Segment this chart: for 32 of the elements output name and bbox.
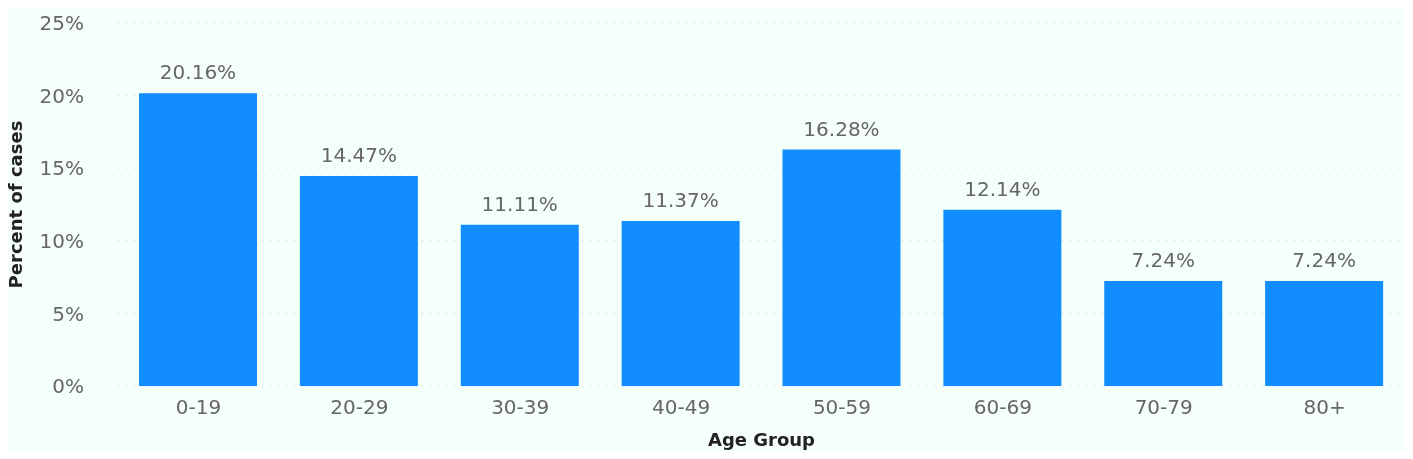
x-tick-label: 0-19 <box>175 395 222 420</box>
data-label: 20.16% <box>159 60 237 85</box>
data-label: 7.24% <box>1292 247 1356 272</box>
x-tick-label: 50-59 <box>812 395 871 420</box>
data-label: 16.28% <box>803 116 880 141</box>
y-tick-label: 5% <box>52 301 84 326</box>
x-tick-label: 30-39 <box>491 395 550 420</box>
y-tick-label: 15% <box>39 156 84 181</box>
y-axis-title: Percent of cases <box>5 120 27 289</box>
data-label: 12.14% <box>964 176 1041 201</box>
y-tick-label: 0% <box>52 374 84 399</box>
x-axis-title: Age Group <box>707 429 816 450</box>
bar <box>943 209 1062 386</box>
data-label: 11.11% <box>481 191 558 216</box>
bar <box>139 93 257 386</box>
y-tick-label: 10% <box>39 228 84 253</box>
bar <box>299 175 418 386</box>
bar <box>460 224 579 386</box>
bar <box>1104 280 1223 386</box>
data-label: 7.24% <box>1131 247 1196 272</box>
data-label: 11.37% <box>642 187 719 212</box>
bar <box>1265 280 1384 386</box>
x-tick-label: 70-79 <box>1134 395 1193 420</box>
x-tick-label: 20-29 <box>330 395 389 420</box>
bar <box>782 149 901 386</box>
data-label: 14.47% <box>320 142 398 167</box>
y-tick-label: 25% <box>39 11 84 36</box>
x-tick-label: 80+ <box>1303 395 1346 420</box>
y-tick-label: 20% <box>39 83 84 108</box>
bar <box>621 220 740 386</box>
x-tick-label: 40-49 <box>652 395 711 420</box>
x-tick-label: 60-69 <box>973 395 1032 420</box>
